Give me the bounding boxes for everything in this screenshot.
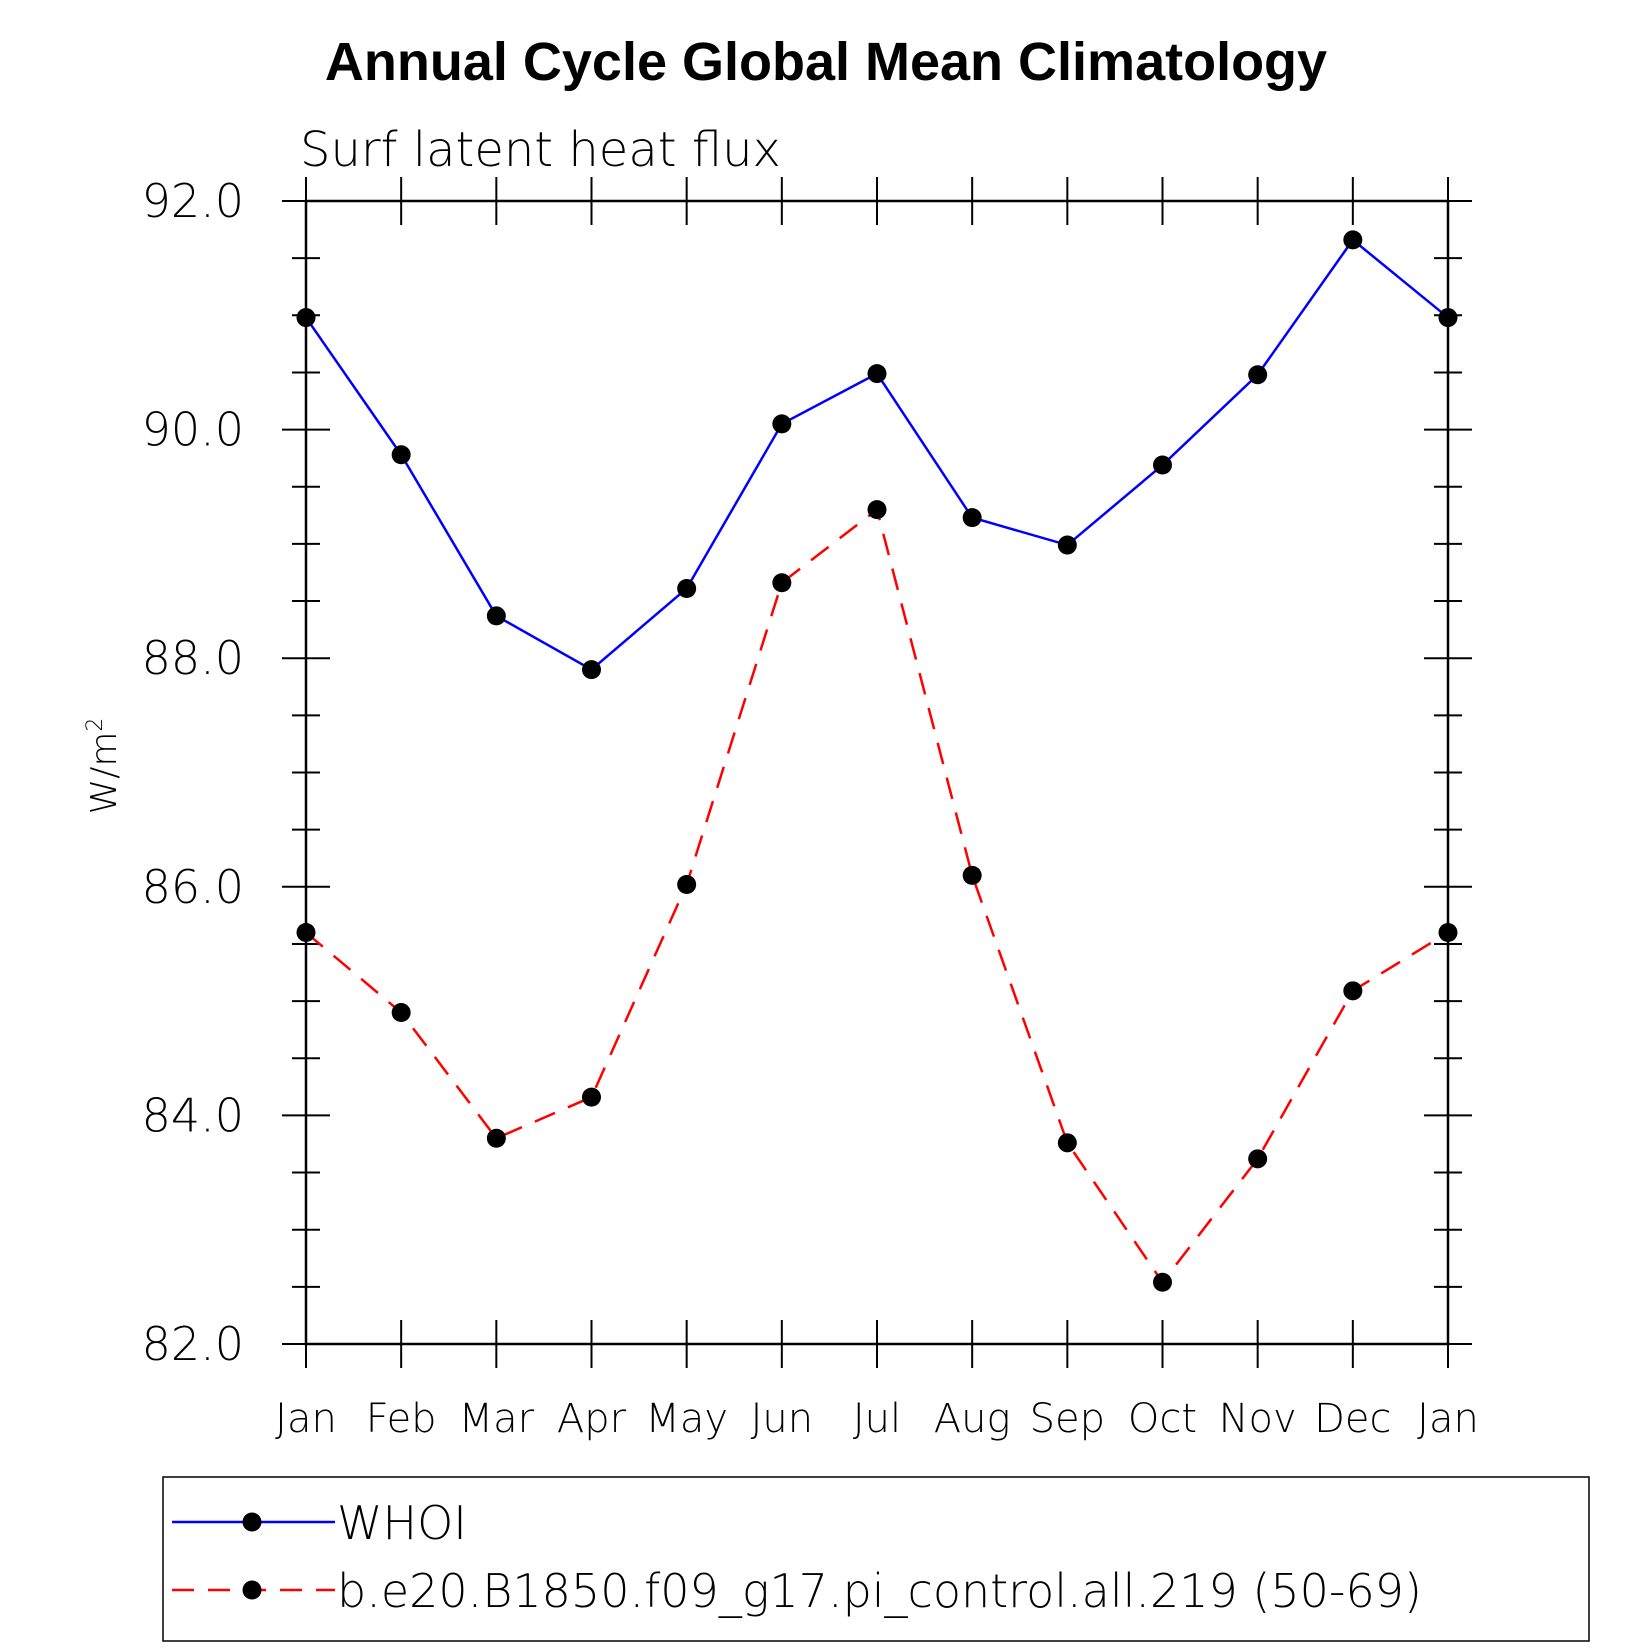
data-point (1248, 1149, 1268, 1169)
data-point (582, 1087, 601, 1107)
y-tick-label: 84.0 (142, 1088, 244, 1142)
data-point (772, 414, 792, 434)
legend-box (162, 1476, 1590, 1642)
data-point (962, 865, 982, 885)
y-axis-label-superscript: 2 (83, 718, 108, 732)
y-axis-label: W/m2 (83, 718, 125, 815)
legend: WHOI b.e20.B1850.f09_g17.pi_control.all.2… (162, 1476, 1590, 1642)
data-point (582, 660, 601, 680)
data-point (1438, 308, 1458, 328)
data-point (867, 500, 887, 520)
y-tick-label: 88.0 (142, 631, 244, 685)
data-point (1343, 981, 1363, 1001)
data-point (1153, 455, 1172, 475)
data-point (1248, 365, 1268, 385)
series-layer (296, 230, 1458, 1292)
x-tick-label: Sep (1030, 1396, 1105, 1442)
y-tick-label: 86.0 (142, 860, 244, 914)
data-point (391, 445, 411, 465)
series-1 (296, 230, 1458, 680)
y-tick-label: 82.0 (142, 1317, 244, 1371)
data-point (486, 606, 506, 626)
y-tick-label: 92.0 (142, 174, 244, 228)
data-point (296, 923, 316, 943)
data-point (772, 573, 792, 593)
x-tick-label: Dec (1314, 1396, 1391, 1442)
x-tick-label: Jan (1417, 1396, 1479, 1442)
svg-text:W/m2: W/m2 (83, 718, 125, 815)
data-point (1438, 923, 1458, 943)
x-tick-label: Mar (459, 1396, 535, 1442)
x-tick-label: Jun (751, 1396, 814, 1442)
x-tick-label: Aug (934, 1396, 1011, 1442)
legend-label: b.e20.B1850.f09_g17.pi_control.all.219 (… (337, 1564, 1422, 1618)
data-point (1057, 535, 1077, 555)
data-point (962, 508, 982, 528)
data-point (867, 364, 887, 384)
x-tick-label: Feb (366, 1396, 437, 1442)
series-line (305, 507, 1449, 1285)
chart-subtitle: Surf latent heat flux (300, 122, 781, 178)
legend-items: WHOI b.e20.B1850.f09_g17.pi_control.all.2… (172, 1496, 1422, 1618)
data-point (391, 1003, 411, 1023)
data-point (486, 1128, 506, 1148)
series-2 (296, 500, 1458, 1292)
x-tick-label: May (645, 1396, 728, 1442)
legend-marker (242, 1512, 262, 1532)
x-tick-label: Nov (1219, 1396, 1297, 1442)
series-line (304, 238, 1449, 672)
data-point (677, 578, 697, 598)
data-point (1057, 1133, 1077, 1153)
chart-title: Annual Cycle Global Mean Climatology (325, 32, 1327, 92)
x-tick-label: Jul (853, 1396, 901, 1442)
y-tick-label: 90.0 (142, 403, 244, 457)
legend-label: WHOI (337, 1496, 467, 1550)
axes: 82.0 84.0 86.0 88.0 90.0 92.0 Jan Feb Mar Apr May J… (142, 174, 1479, 1442)
data-point (296, 308, 316, 328)
data-point (1343, 230, 1363, 250)
x-tick-label: Oct (1128, 1396, 1197, 1442)
data-point (677, 875, 697, 895)
y-axis-label-text: W/m (84, 732, 125, 815)
legend-marker (242, 1580, 262, 1600)
data-point (1153, 1272, 1172, 1292)
x-tick-label: Apr (557, 1396, 627, 1442)
x-tick-label: Jan (275, 1396, 337, 1442)
